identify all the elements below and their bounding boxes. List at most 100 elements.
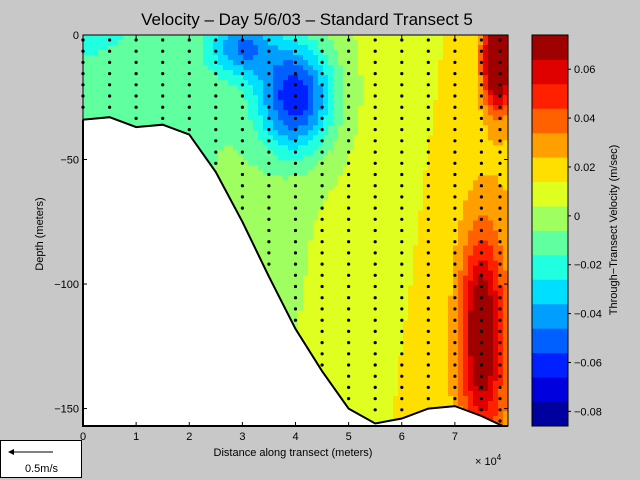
field-cell: [278, 185, 284, 191]
field-cell: [243, 165, 249, 171]
field-cell: [398, 110, 404, 116]
field-cell: [378, 300, 384, 307]
field-cell: [178, 55, 184, 61]
field-cell: [378, 70, 384, 76]
field-cell: [103, 110, 109, 116]
field-cell: [338, 260, 344, 267]
field-cell: [228, 190, 234, 197]
field-cell: [263, 75, 269, 81]
field-cell: [223, 105, 229, 111]
field-cell: [278, 230, 284, 237]
field-cell: [223, 175, 229, 181]
field-cell: [373, 370, 379, 377]
field-cell: [113, 35, 119, 41]
field-cell: [243, 190, 249, 197]
field-cell: [393, 100, 399, 106]
field-cell: [338, 335, 344, 342]
field-cell: [368, 100, 374, 106]
field-cell: [338, 75, 344, 81]
field-cell: [368, 65, 374, 71]
field-cell: [398, 400, 404, 407]
plot-area: [81, 34, 509, 427]
field-cell: [353, 140, 359, 146]
field-cell: [168, 115, 174, 121]
field-cell: [238, 160, 244, 166]
field-cell: [198, 85, 204, 91]
field-cell: [268, 190, 274, 197]
field-cell: [143, 60, 149, 66]
field-cell: [228, 115, 234, 121]
field-cell: [213, 40, 219, 46]
field-cell: [348, 105, 354, 111]
field-cell: [248, 75, 254, 81]
field-cell: [203, 135, 209, 141]
field-cell: [208, 95, 214, 101]
field-cell: [318, 80, 324, 86]
field-cell: [368, 325, 374, 332]
field-cell: [393, 50, 399, 56]
field-cell: [358, 160, 364, 166]
field-cell: [188, 85, 194, 91]
field-cell: [388, 75, 394, 81]
field-cell: [98, 90, 104, 96]
field-cell: [353, 130, 359, 136]
field-cell: [268, 180, 274, 186]
field-cell: [278, 145, 284, 151]
field-cell: [383, 285, 389, 292]
field-cell: [393, 410, 399, 417]
field-cell: [238, 180, 244, 186]
field-cell: [383, 415, 389, 422]
field-cell: [358, 35, 364, 41]
field-cell: [363, 105, 369, 111]
field-cell: [208, 100, 214, 106]
field-cell: [293, 45, 299, 51]
field-cell: [318, 315, 324, 322]
field-cell: [273, 255, 279, 262]
field-cell: [278, 240, 284, 247]
field-cell: [383, 165, 389, 171]
field-cell: [193, 80, 199, 86]
field-cell: [338, 180, 344, 186]
field-cell: [263, 155, 269, 161]
field-cell: [123, 90, 129, 96]
field-cell: [348, 310, 354, 317]
field-cell: [193, 135, 199, 141]
field-cell: [358, 270, 364, 277]
field-cell: [353, 285, 359, 292]
field-cell: [143, 80, 149, 86]
field-cell: [358, 355, 364, 362]
field-cell: [358, 45, 364, 51]
field-cell: [208, 145, 214, 151]
field-cell: [258, 120, 264, 126]
field-cell: [273, 55, 279, 61]
field-cell: [128, 70, 134, 76]
field-cell: [208, 45, 214, 51]
field-cell: [333, 235, 339, 242]
field-cell: [343, 390, 349, 397]
field-cell: [168, 90, 174, 96]
field-cell: [398, 255, 404, 262]
field-cell: [158, 120, 164, 126]
field-cell: [133, 75, 139, 81]
field-cell: [288, 80, 294, 86]
field-cell: [363, 190, 369, 197]
field-cell: [308, 230, 314, 237]
field-cell: [343, 130, 349, 136]
field-cell: [308, 285, 314, 292]
field-cell: [103, 90, 109, 96]
field-cell: [268, 155, 274, 161]
field-cell: [263, 135, 269, 141]
field-cell: [373, 100, 379, 106]
field-cell: [298, 65, 304, 71]
field-cell: [368, 120, 374, 126]
field-cell: [308, 290, 314, 297]
field-cell: [183, 95, 189, 101]
field-cell: [393, 300, 399, 307]
field-cell: [103, 85, 109, 91]
field-cell: [263, 140, 269, 146]
field-cell: [308, 90, 314, 96]
field-cell: [288, 60, 294, 66]
field-cell: [138, 105, 144, 111]
field-cell: [388, 240, 394, 247]
field-cell: [278, 180, 284, 186]
